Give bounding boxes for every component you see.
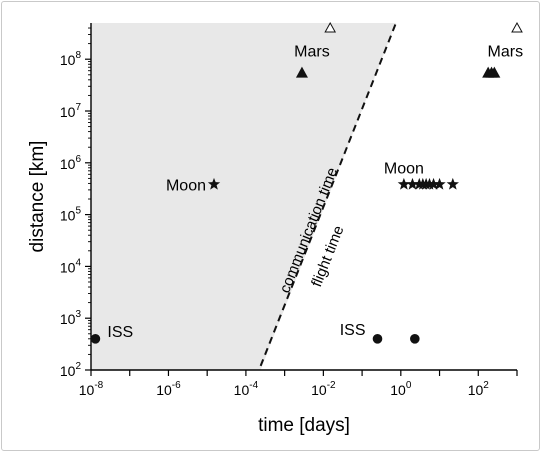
- x-tick-label: 102: [468, 380, 490, 398]
- y-tick-label: 104: [60, 257, 82, 275]
- flight-point-star: [433, 177, 446, 190]
- communication-region-layer: [91, 23, 396, 370]
- flight-point-circle: [410, 334, 420, 344]
- label-moon-flight: Moon: [384, 160, 424, 177]
- communication-time-region: [91, 23, 396, 370]
- y-tick-label: 105: [60, 206, 82, 224]
- communication-flight-divider-line: [259, 22, 397, 367]
- y-tick-label: 103: [60, 309, 82, 327]
- y-tick-label: 106: [60, 154, 82, 172]
- communication-point-star: [207, 177, 221, 190]
- x-tick-label: 10-8: [79, 380, 104, 398]
- flight-point-open-triangle: [511, 21, 523, 33]
- label-mars-communication: Mars: [294, 44, 330, 61]
- axes-layer: 10-8 10-6 10-4 10-2 100 102 102 103 104 105 106 107…: [27, 23, 518, 436]
- label-iss-communication: ISS: [107, 324, 133, 341]
- communication-point-circle: [90, 334, 101, 344]
- communication-point-triangle: [295, 66, 308, 78]
- communication-point-open-triangle: [324, 21, 337, 33]
- y-tick-label: 107: [60, 102, 82, 120]
- flight-point-star: [427, 177, 440, 190]
- label-mars-flight: Mars: [488, 44, 524, 61]
- x-tick-label: 10-2: [311, 380, 336, 398]
- y-axis-title: distance [km]: [27, 141, 48, 253]
- label-moon-communication: Moon: [166, 177, 206, 194]
- y-tick-label: 108: [60, 50, 82, 68]
- data-marks-layer: [90, 21, 523, 344]
- x-tick-label: 10-6: [156, 380, 181, 398]
- flight-point-star: [446, 177, 459, 190]
- flight-point-star: [397, 177, 411, 190]
- flight-point-star: [406, 177, 419, 190]
- x-tick-label: 10-4: [234, 380, 259, 398]
- x-tick-label: 100: [390, 380, 412, 398]
- label-iss-flight: ISS: [340, 322, 366, 339]
- y-tick-label: 102: [60, 361, 82, 379]
- flight-point-triangle: [488, 66, 501, 78]
- x-axis-title: time [days]: [258, 415, 350, 436]
- flight-point-circle: [372, 334, 383, 344]
